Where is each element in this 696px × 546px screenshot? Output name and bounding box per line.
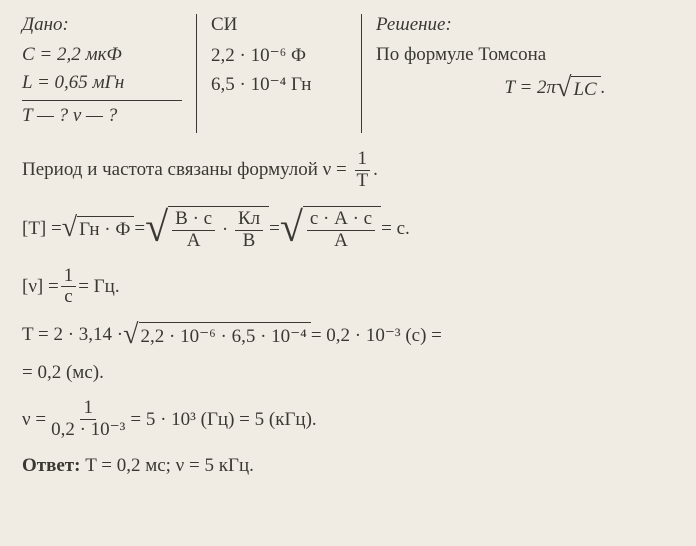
fraction: 1 с [61,266,77,309]
nu-calculation: ν = 1 0,2 · 10⁻³ = 5 · 10³ (Гц) = 5 (кГц… [22,398,674,441]
fraction: 1 T [354,149,372,192]
given-question: T — ? ν — ? [22,105,184,127]
thomson-text: По формуле Томсона [376,44,674,66]
sqrt-icon: √LC [556,76,601,101]
answer-line: Ответ: T = 0,2 мс; ν = 5 кГц. [22,455,674,477]
sqrt-icon: √ В · сА · КлВ [145,206,269,252]
sqrt-icon: √ с · А · сА [280,206,381,252]
fraction: 1 0,2 · 10⁻³ [48,398,128,441]
dimension-nu: [ν] = 1 с = Гц. [22,266,674,309]
period-freq-relation: Период и частота связаны формулой ν = 1 … [22,149,674,192]
thomson-formula: T = 2π√LC. [436,76,674,101]
given-l: L = 0,65 мГн [22,72,184,94]
problem-header-section: Дано: C = 2,2 мкФ L = 0,65 мГн T — ? ν —… [22,14,674,133]
answer-label: Ответ: [22,455,80,476]
si-column: СИ 2,2 · 10⁻⁶ Ф 6,5 · 10⁻⁴ Гн [197,14,362,133]
sqrt-icon: √2,2 · 10⁻⁶ · 6,5 · 10⁻⁴ [123,322,311,348]
given-c: C = 2,2 мкФ [22,44,184,66]
given-column: Дано: C = 2,2 мкФ L = 0,65 мГн T — ? ν —… [22,14,197,133]
T-calculation: T = 2 · 3,14 · √2,2 · 10⁻⁶ · 6,5 · 10⁻⁴ … [22,322,674,348]
si-header: СИ [211,14,349,36]
dimension-T: [T] = √Гн · Ф = √ В · сА · КлВ = √ с · А… [22,206,674,252]
solution-header: Решение: [376,14,674,36]
formula-prefix: T = 2π [505,77,557,98]
formula-suffix: . [601,77,606,98]
divider-line [22,100,182,101]
solution-column: Решение: По формуле Томсона T = 2π√LC. [362,14,674,133]
si-l: 6,5 · 10⁻⁴ Гн [211,73,349,96]
sqrt-icon: √Гн · Ф [62,216,135,241]
T-calculation-cont: = 0,2 (мс). [22,362,674,384]
si-c: 2,2 · 10⁻⁶ Ф [211,44,349,67]
answer-text: T = 0,2 мс; ν = 5 кГц. [80,455,253,476]
given-header: Дано: [22,14,184,36]
